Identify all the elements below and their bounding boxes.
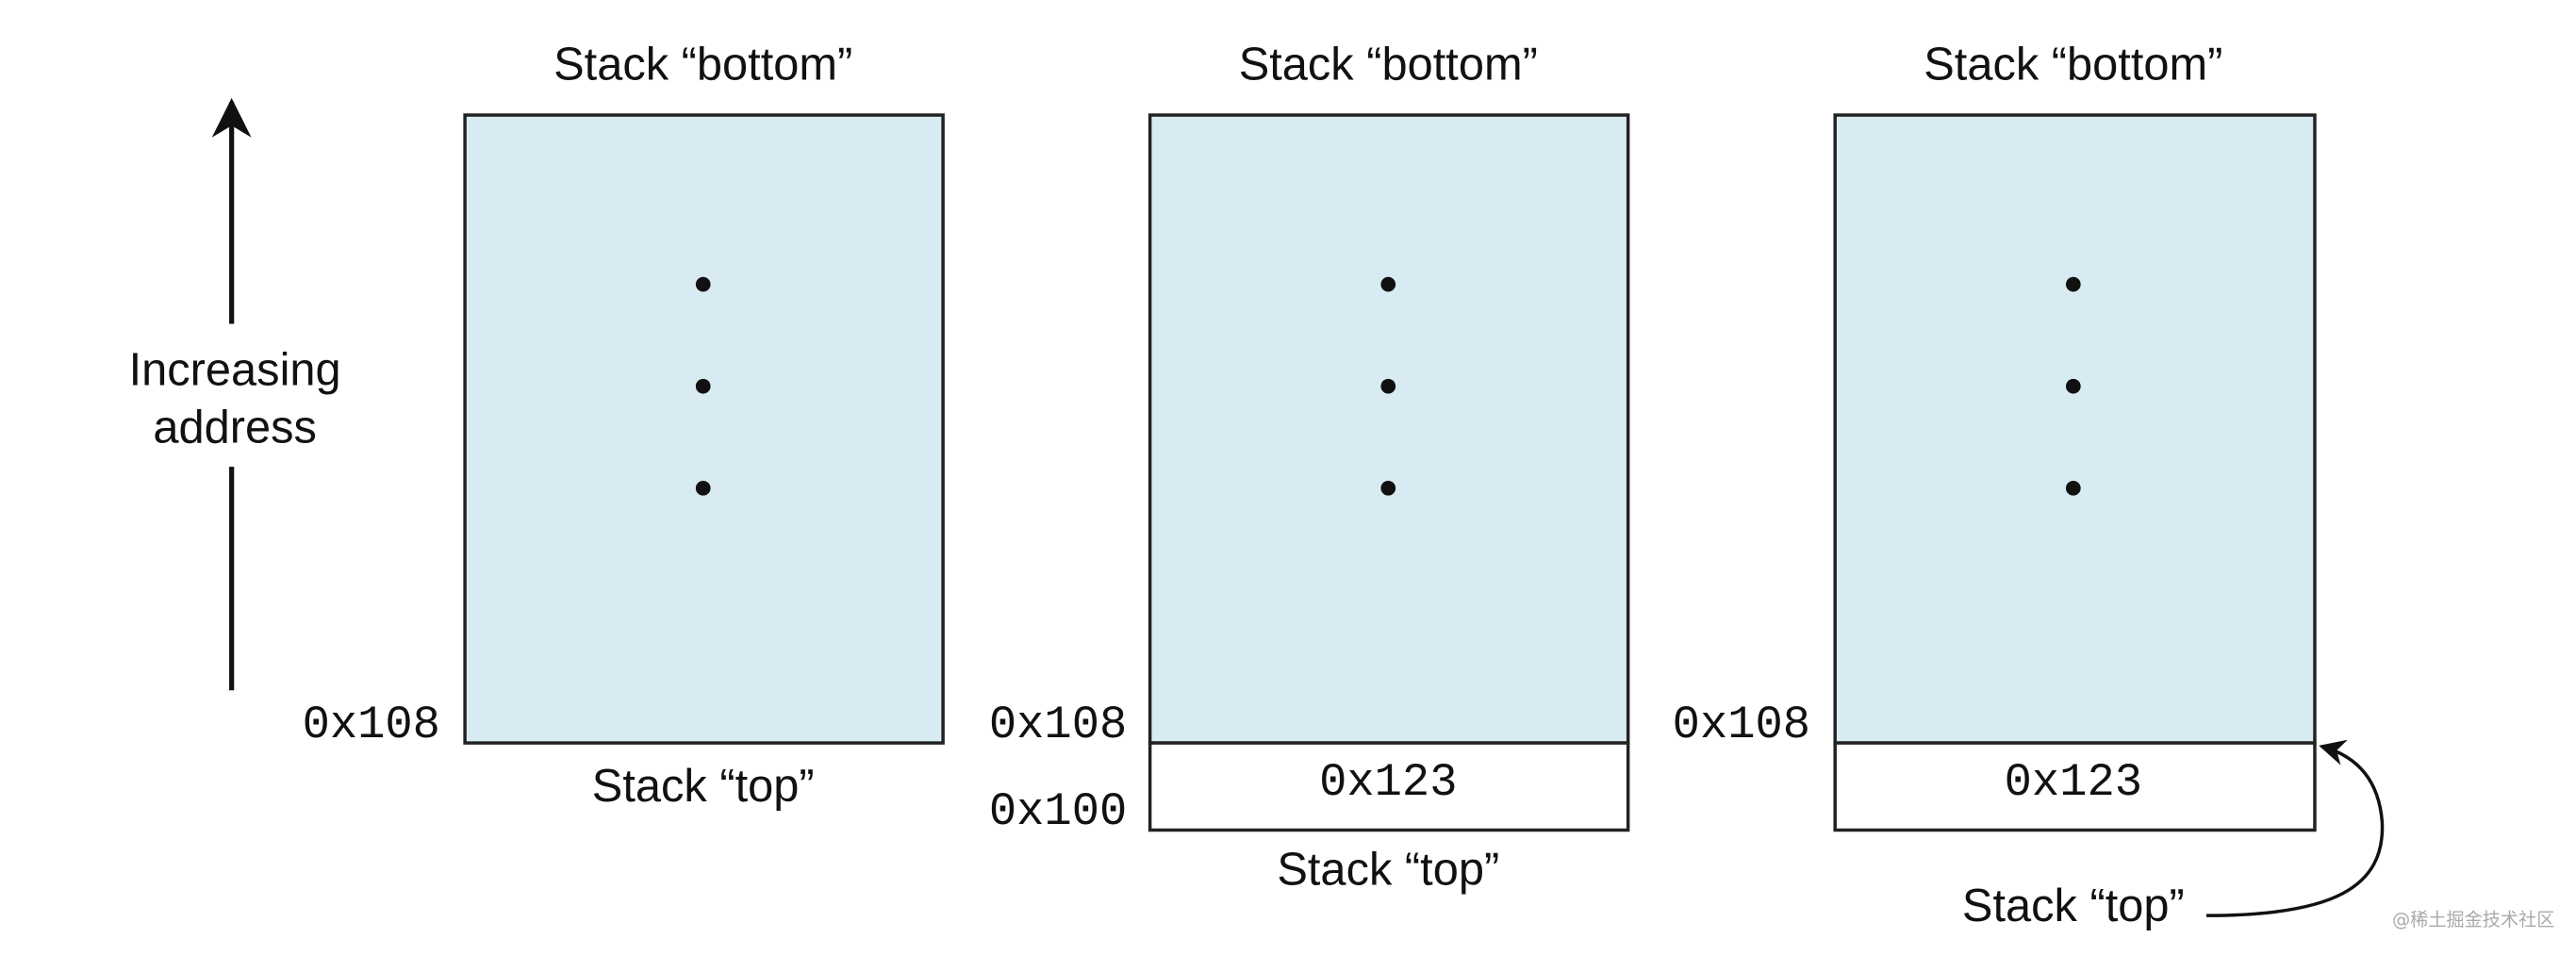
bottom-label: Stack “bottom” <box>1239 39 1538 90</box>
stack-area <box>463 113 945 745</box>
axis-label: Increasing <box>129 345 341 396</box>
dot <box>2066 480 2081 496</box>
stack-area <box>1833 113 2317 745</box>
stack-cell <box>1148 741 1630 832</box>
bottom-label: Stack “bottom” <box>1924 39 2222 90</box>
address: 0x108 <box>1673 699 1810 751</box>
axis-label: address <box>153 403 317 453</box>
cell-value: 0x123 <box>2005 756 2142 809</box>
bottom-label: Stack “bottom” <box>553 39 852 90</box>
dot <box>695 480 711 496</box>
stack: Stack “bottom” 0x123 0x108 0x100 Stack “… <box>989 39 1630 896</box>
stack: Stack “bottom” 0x108 Stack “top” <box>303 39 945 812</box>
top-label: Stack “top” <box>1277 845 1499 896</box>
stack-area <box>1148 113 1630 745</box>
dot <box>695 276 711 292</box>
stack-cell <box>1833 741 2317 832</box>
dot <box>1380 480 1396 496</box>
top-label: Stack “top” <box>1962 881 2185 931</box>
address: 0x108 <box>989 699 1127 751</box>
cell-value: 0x123 <box>1319 756 1457 809</box>
dot <box>1380 378 1396 394</box>
pointer-arrow <box>2205 739 2385 917</box>
address: 0x108 <box>303 699 440 751</box>
top-label: Stack “top” <box>592 761 815 812</box>
dot <box>1380 276 1396 292</box>
watermark: @稀土掘金技术社区 <box>2392 909 2554 930</box>
dot <box>2066 276 2081 292</box>
dot <box>2066 378 2081 394</box>
address: 0x100 <box>989 785 1127 838</box>
stack: Stack “bottom” 0x123 0x108 Stack “top” <box>1673 39 2385 931</box>
dot <box>695 378 711 394</box>
